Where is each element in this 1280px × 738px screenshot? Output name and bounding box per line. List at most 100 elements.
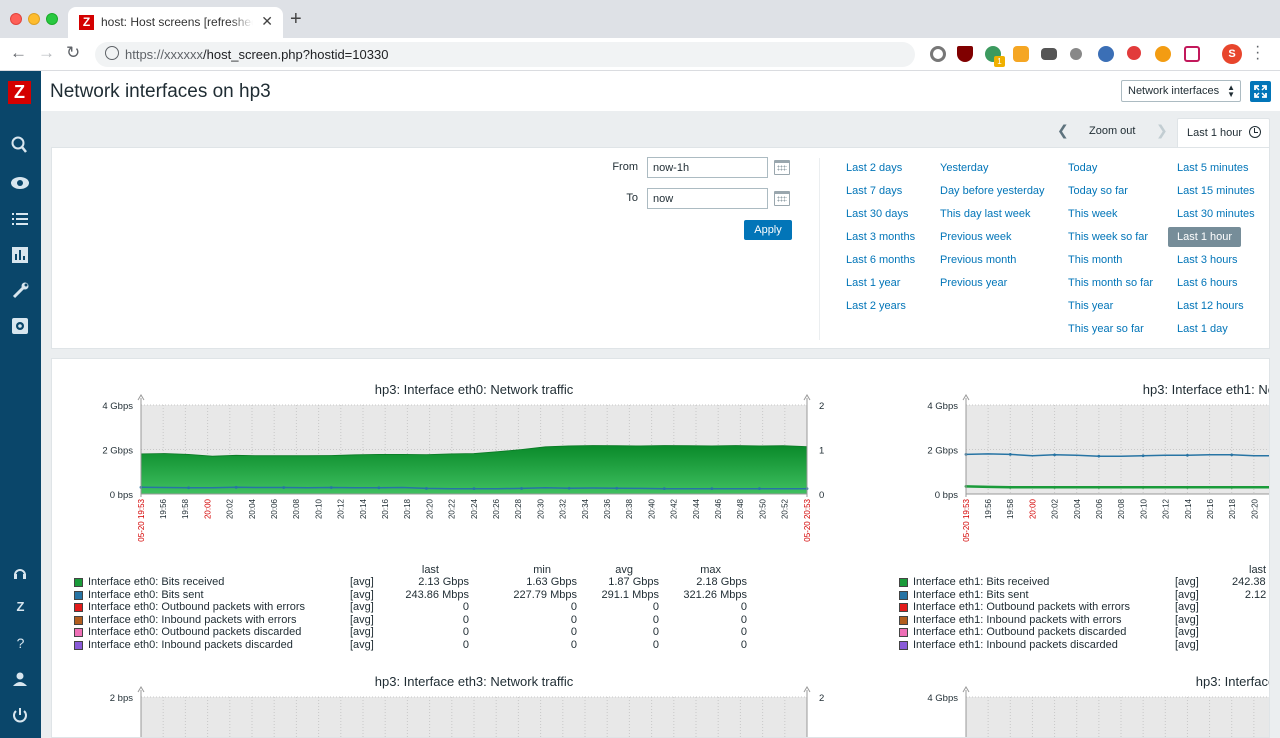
reports-chart-icon[interactable] [0, 245, 41, 265]
quick-range-link[interactable]: Last 6 months [846, 254, 916, 266]
new-tab-plus-icon[interactable]: + [290, 8, 302, 30]
time-back-chevron-icon[interactable]: ❮ [1057, 122, 1069, 138]
x-axis-tick-label: 20:16 [381, 498, 390, 519]
quick-range-link[interactable]: Last 2 days [846, 162, 903, 174]
extension-orange-icon[interactable] [1013, 46, 1029, 62]
zoom-out-button[interactable]: Zoom out [1089, 125, 1136, 137]
window-close-button[interactable] [10, 13, 22, 25]
legend-value-max: 0 [740, 638, 747, 651]
extension-red-icon[interactable] [1127, 46, 1141, 60]
quick-range-link[interactable]: Last 3 hours [1177, 254, 1238, 266]
inventory-list-icon[interactable] [0, 209, 41, 229]
extension-monitor-icon[interactable] [1041, 48, 1057, 60]
quick-range-link[interactable]: Day before yesterday [940, 185, 1045, 197]
legend-function: [avg] [1175, 626, 1199, 638]
reload-icon[interactable]: ↻ [66, 43, 81, 62]
quick-range-link[interactable]: Today [1068, 162, 1098, 174]
quick-range-link[interactable]: Last 3 months [846, 231, 916, 243]
x-axis-tick-label: 20:26 [492, 498, 501, 519]
help-icon[interactable]: ? [16, 635, 25, 651]
signout-power-icon[interactable] [0, 705, 41, 725]
x-axis-tick-label: 20:14 [1184, 498, 1193, 519]
legend-function: [avg] [350, 613, 374, 626]
site-info-icon[interactable] [105, 46, 119, 60]
series-line-bits-sent [965, 453, 1269, 457]
fullscreen-button[interactable] [1250, 81, 1271, 102]
screen-select[interactable]: Network interfaces ▲ ▼ [1121, 80, 1241, 102]
x-axis-tick-label: 20:34 [581, 498, 590, 519]
configuration-wrench-icon[interactable] [0, 280, 41, 300]
browser-tab[interactable]: Z host: Host screens [refreshed every ✕ [68, 7, 283, 38]
search-icon[interactable] [0, 135, 41, 155]
administration-gear-icon[interactable] [0, 316, 41, 336]
quick-range-link[interactable]: This day last week [940, 208, 1031, 220]
quick-range-link[interactable]: Previous year [940, 277, 1008, 289]
to-input[interactable]: now [647, 188, 768, 209]
quick-range-link[interactable]: Previous week [940, 231, 1012, 243]
share-z-icon[interactable]: Z [16, 599, 25, 614]
address-url[interactable]: https://xxxxxx/host_screen.php?hostid=10… [125, 47, 389, 62]
browser-menu-icon[interactable]: · · · [1255, 38, 1261, 67]
x-axis-tick-label: 20:04 [248, 498, 257, 519]
user-icon[interactable] [0, 669, 41, 689]
from-input[interactable]: now-1h [647, 157, 768, 178]
forward-arrow-icon[interactable]: → [38, 43, 55, 62]
quick-range-link[interactable]: Last 7 days [846, 185, 903, 197]
quick-range-link[interactable]: Last 2 years [846, 300, 906, 312]
quick-range-link[interactable]: Last 12 hours [1177, 300, 1244, 312]
legend-function: [avg] [1175, 576, 1199, 588]
quick-range-link[interactable]: This month so far [1068, 277, 1153, 289]
legend-value-min: 0 [570, 626, 577, 638]
extension-gray-icon[interactable] [1070, 48, 1082, 60]
quick-range-link[interactable]: This year [1068, 300, 1114, 312]
zabbix-logo[interactable]: Z [8, 81, 31, 104]
extension-d-icon[interactable] [1184, 46, 1200, 62]
quick-range-link[interactable]: This week so far [1068, 231, 1149, 243]
y-axis-tick-label: 0 bps [110, 490, 133, 501]
extension-ublock-icon[interactable] [957, 46, 973, 62]
fullscreen-arrows-icon [1254, 85, 1267, 98]
x-axis-start-label: 05-20 19:53 [137, 498, 146, 541]
quick-range-link[interactable]: Last 6 hours [1177, 277, 1238, 289]
legend-swatch [74, 628, 83, 637]
quick-range-link[interactable]: Last 1 year [846, 277, 901, 289]
quick-range-link[interactable]: This month [1068, 254, 1123, 266]
extension-record-icon[interactable] [930, 46, 946, 62]
quick-range-link[interactable]: Last 5 minutes [1177, 162, 1249, 174]
monitoring-eye-icon[interactable] [0, 173, 41, 193]
legend-column-header: last [421, 564, 439, 576]
quick-range-link[interactable]: Previous month [940, 254, 1017, 266]
legend-value-last: 0 [462, 638, 469, 651]
quick-range-link[interactable]: Last 1 day [1177, 323, 1228, 335]
screen-content: hp3: Interface eth0: Network traffic 4 Gb… [51, 358, 1270, 738]
legend-function: [avg] [350, 601, 374, 613]
apply-button[interactable]: Apply [744, 220, 792, 240]
legend-series-name: Interface eth1: Inbound packets with err… [913, 613, 1122, 626]
time-forward-chevron-icon[interactable]: ❯ [1156, 122, 1168, 138]
from-calendar-icon[interactable] [774, 160, 790, 175]
quick-range-link[interactable]: Last 30 minutes [1177, 208, 1255, 220]
address-bar[interactable]: https://xxxxxx/host_screen.php?hostid=10… [95, 42, 915, 67]
series-point [1097, 485, 1101, 489]
y-axis-tick-label: 4 Gbps [927, 693, 958, 704]
series-point [1230, 453, 1234, 457]
tab-close-icon[interactable]: ✕ [261, 13, 273, 29]
profile-avatar[interactable]: S [1222, 44, 1242, 64]
tab-time-range[interactable]: Last 1 hour [1177, 118, 1270, 148]
quick-range-link[interactable]: This year so far [1068, 323, 1144, 335]
quick-range-link[interactable]: Last 1 hour [1168, 227, 1242, 247]
quick-range-link[interactable]: Last 30 days [846, 208, 909, 220]
window-maximize-button[interactable] [46, 13, 58, 25]
quick-range-link[interactable]: This week [1068, 208, 1118, 220]
window-minimize-button[interactable] [28, 13, 40, 25]
support-headset-icon[interactable] [0, 563, 41, 583]
legend-value-last: 0 [462, 613, 469, 626]
quick-range-link[interactable]: Today so far [1068, 185, 1128, 197]
extension-cookie-icon[interactable] [1155, 46, 1171, 62]
back-arrow-icon[interactable]: ← [10, 43, 27, 62]
quick-range-link[interactable]: Last 15 minutes [1177, 185, 1255, 197]
quick-range-link[interactable]: Yesterday [940, 162, 989, 174]
to-calendar-icon[interactable] [774, 191, 790, 206]
extension-blue-icon[interactable] [1098, 46, 1114, 62]
x-axis-tick-label: 19:58 [1006, 498, 1015, 519]
